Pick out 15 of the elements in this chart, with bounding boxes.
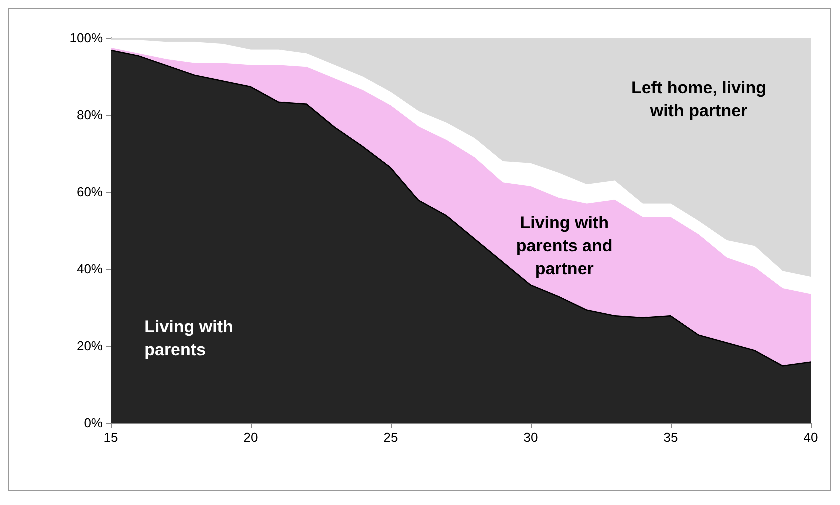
x-tick-label: 35 — [664, 430, 678, 445]
y-tick-label: 0% — [84, 416, 104, 430]
x-tick-label: 40 — [804, 430, 818, 445]
x-tick-label: 30 — [524, 430, 538, 445]
x-tick-label: 20 — [244, 430, 258, 445]
x-tick-label: 15 — [104, 430, 118, 445]
y-tick-label: 40% — [76, 262, 104, 276]
y-tick-label: 100% — [70, 30, 104, 46]
y-tick-label: 80% — [76, 108, 104, 122]
y-tick-label: 60% — [76, 184, 104, 200]
series-label: Left home, living with partner — [631, 78, 767, 121]
series-label: Living with parents and partner — [516, 213, 613, 278]
series-label: Living with parents — [144, 317, 234, 360]
y-tick-label: 20% — [76, 338, 104, 354]
x-tick-label: 25 — [384, 430, 398, 445]
